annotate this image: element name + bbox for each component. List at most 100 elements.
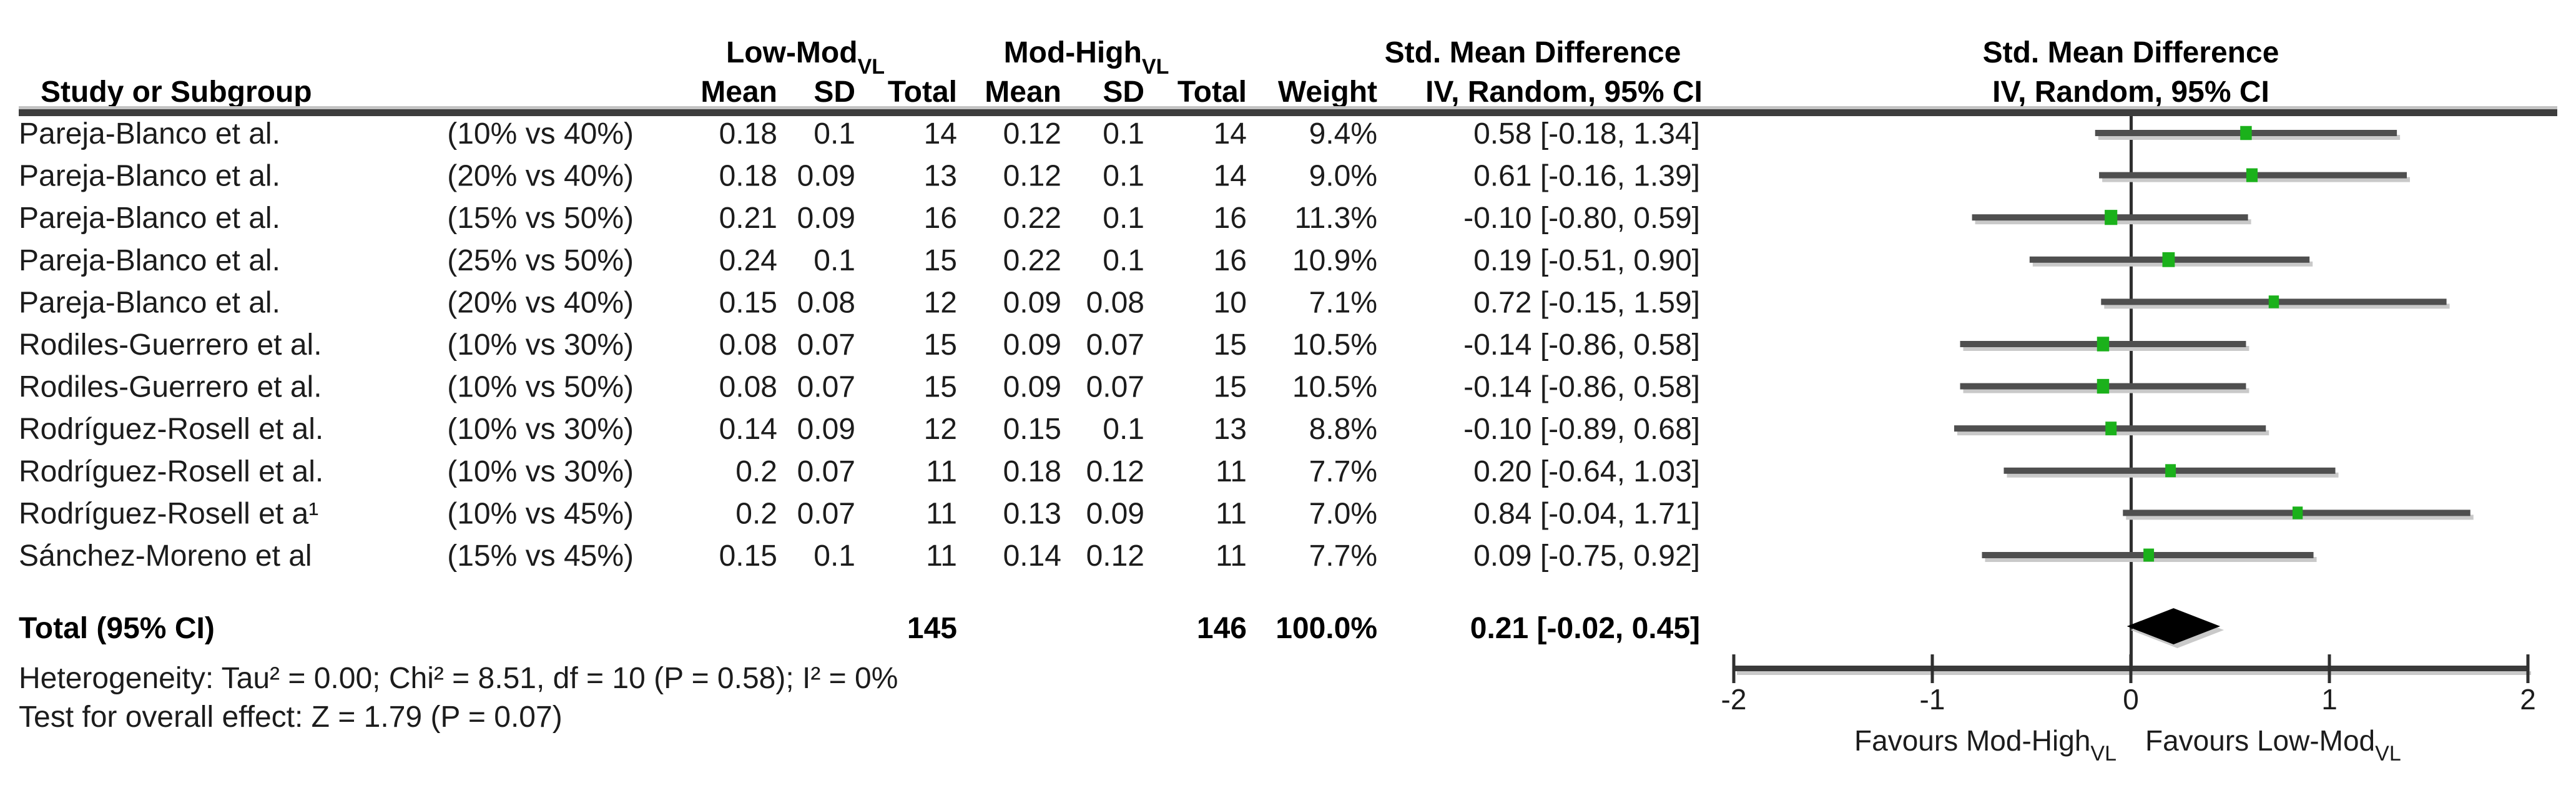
g1-mean-value: 0.24 <box>719 244 777 277</box>
g1-total-value: 11 <box>926 539 957 573</box>
g1-mean-value: 0.2 <box>735 497 777 530</box>
weight-value: 7.0% <box>1309 497 1377 530</box>
col-header-mean2: Mean <box>985 76 1061 109</box>
study-name: Pareja-Blanco et al. <box>19 244 280 277</box>
g1-sd-value: 0.08 <box>797 286 855 319</box>
weight-value: 9.0% <box>1309 160 1377 193</box>
study-name: Pareja-Blanco et al. <box>19 202 280 235</box>
axis-tick <box>2129 654 2133 683</box>
point-estimate-marker <box>2165 464 2176 478</box>
ci-value: -0.14 [-0.86, 0.58] <box>1463 328 1700 362</box>
g1-sd-value: 0.09 <box>797 160 855 193</box>
ci-value: 0.20 [-0.64, 1.03] <box>1473 455 1700 488</box>
g2-sd-value: 0.09 <box>1086 497 1144 530</box>
g2-mean-value: 0.12 <box>1003 117 1061 150</box>
g1-mean-value: 0.08 <box>719 328 777 362</box>
study-name: Rodríguez-Rosell et al. <box>19 413 323 446</box>
col-header-sd2: SD <box>1103 76 1144 109</box>
effect-column-subtitle: IV, Random, 95% CI <box>1425 76 1703 109</box>
g1-mean-value: 0.15 <box>719 539 777 573</box>
axis-tick <box>2328 654 2331 683</box>
total-label: Total (95% CI) <box>19 612 215 645</box>
plot-column-title: Std. Mean Difference <box>1983 36 2279 69</box>
group2-header: Mod-HighVL <box>1004 36 1169 79</box>
comparison-label: (10% vs 50%) <box>447 371 634 404</box>
ci-value: 0.09 [-0.75, 0.92] <box>1473 539 1700 573</box>
study-name: Pareja-Blanco et al. <box>19 286 280 319</box>
g1-sd-value: 0.07 <box>797 455 855 488</box>
g1-sd-value: 0.1 <box>814 244 855 277</box>
point-estimate-marker <box>2097 378 2110 394</box>
ci-value: -0.14 [-0.86, 0.58] <box>1463 371 1700 404</box>
g2-sd-value: 0.08 <box>1086 286 1144 319</box>
g1-total-value: 15 <box>924 328 957 362</box>
g2-total-value: 11 <box>1216 497 1247 530</box>
study-name: Rodríguez-Rosell et al. <box>19 455 323 488</box>
g1-sd-value: 0.07 <box>797 328 855 362</box>
ci-value: 0.58 [-0.18, 1.34] <box>1473 117 1700 150</box>
ci-value: -0.10 [-0.89, 0.68] <box>1463 413 1700 446</box>
study-name: Pareja-Blanco et al. <box>19 160 280 193</box>
weight-value: 7.1% <box>1309 286 1377 319</box>
col-header-weight: Weight <box>1278 76 1377 109</box>
weight-value: 10.9% <box>1292 244 1377 277</box>
g2-mean-value: 0.22 <box>1003 202 1061 235</box>
ci-value: -0.10 [-0.80, 0.59] <box>1463 202 1700 235</box>
total-ci: 0.21 [-0.02, 0.45] <box>1470 612 1700 645</box>
point-estimate-marker <box>2268 295 2279 308</box>
g1-sd-value: 0.09 <box>797 413 855 446</box>
ci-value: 0.61 [-0.16, 1.39] <box>1473 160 1700 193</box>
comparison-label: (10% vs 30%) <box>447 328 634 362</box>
g1-total-value: 16 <box>924 202 957 235</box>
g2-sd-value: 0.07 <box>1086 328 1144 362</box>
weight-value: 10.5% <box>1292 371 1377 404</box>
axis-tick <box>1732 654 1736 683</box>
axis-tick-label: 0 <box>2123 683 2139 716</box>
g1-mean-value: 0.21 <box>719 202 777 235</box>
g1-mean-value: 0.15 <box>719 286 777 319</box>
axis-tick <box>2526 654 2530 683</box>
total-row: Total (95% CI) 145 146 100.0% 0.21 [-0.0… <box>19 612 1700 645</box>
heterogeneity-text: Heterogeneity: Tau² = 0.00; Chi² = 8.51,… <box>19 662 898 695</box>
study-name: Rodríguez-Rosell et a¹ <box>19 497 318 530</box>
g1-total-value: 11 <box>926 497 957 530</box>
g2-total-value: 15 <box>1214 371 1247 404</box>
weight-value: 7.7% <box>1309 455 1377 488</box>
point-estimate-marker <box>2105 421 2117 436</box>
axis-tick-label: 1 <box>2321 683 2338 716</box>
point-estimate-marker <box>2143 548 2155 562</box>
g1-total-value: 15 <box>924 371 957 404</box>
g1-sd-value: 0.1 <box>814 117 855 150</box>
g2-mean-value: 0.22 <box>1003 244 1061 277</box>
g1-sd-value: 0.07 <box>797 371 855 404</box>
g1-total-value: 15 <box>924 244 957 277</box>
weight-value: 9.4% <box>1309 117 1377 150</box>
g2-mean-value: 0.13 <box>1003 497 1061 530</box>
g2-total-value: 14 <box>1214 117 1247 150</box>
point-estimate-marker <box>2246 168 2258 182</box>
g2-total-value: 13 <box>1214 413 1247 446</box>
g1-sd-value: 0.1 <box>814 539 855 573</box>
footnotes: Heterogeneity: Tau² = 0.00; Chi² = 8.51,… <box>19 662 898 734</box>
g2-sd-value: 0.1 <box>1103 413 1144 446</box>
weight-value: 7.7% <box>1309 539 1377 573</box>
point-estimate-marker <box>2240 126 2252 140</box>
g2-total-value: 11 <box>1216 539 1247 573</box>
comparison-label: (20% vs 40%) <box>447 286 634 319</box>
total-group2: 146 <box>1197 612 1247 645</box>
point-estimate-marker <box>2105 210 2118 225</box>
g2-mean-value: 0.09 <box>1003 286 1061 319</box>
pooled-diamond <box>2126 608 2225 648</box>
g1-mean-value: 0.2 <box>735 455 777 488</box>
x-axis: -2 -1 0 1 2 Favours Mod-HighVL Favours Low-M… <box>1721 654 2536 766</box>
g1-mean-value: 0.08 <box>719 371 777 404</box>
axis-tick-label: -1 <box>1920 683 1945 716</box>
col-header-mean1: Mean <box>701 76 777 109</box>
table-header: Study or Subgroup Low-ModVL Mod-HighVL M… <box>41 36 2279 109</box>
ci-value: 0.84 [-0.04, 1.71] <box>1473 497 1700 530</box>
study-name: Sánchez-Moreno et al <box>19 539 312 573</box>
ci-value: 0.19 [-0.51, 0.90] <box>1473 244 1700 277</box>
col-header-total2: Total <box>1177 76 1247 109</box>
